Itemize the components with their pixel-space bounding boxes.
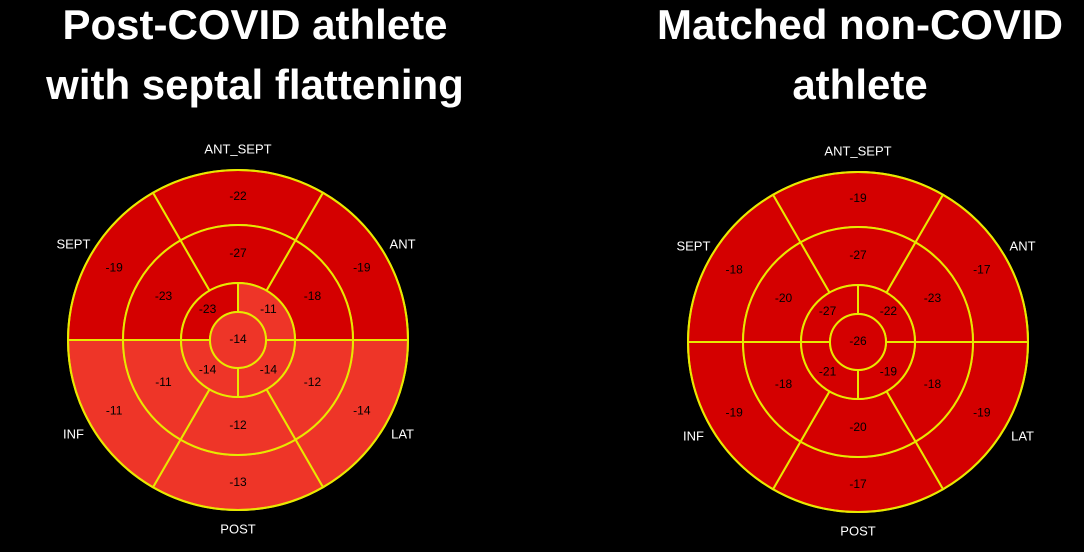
apex-segment [829, 313, 887, 371]
segment-value: -11 [260, 302, 277, 316]
segment-value: -22 [880, 304, 898, 318]
chart-title: with septal flattening [45, 61, 464, 108]
chart-title: Post-COVID athlete [62, 1, 447, 48]
segment-value: -21 [819, 365, 837, 379]
apex-value: -14 [229, 332, 247, 346]
wall-label: LAT [1011, 428, 1034, 443]
segment-value: -12 [229, 418, 247, 432]
wall-label: SEPT [56, 236, 90, 251]
segment-value: -18 [924, 377, 942, 391]
wall-label: SEPT [676, 238, 710, 253]
outer-ring [687, 171, 1029, 513]
segment-value: -18 [775, 377, 793, 391]
wall-label: INF [683, 428, 704, 443]
apex-value: -26 [849, 334, 867, 348]
outer-ring [67, 169, 409, 511]
wall-label: POST [840, 523, 875, 538]
wall-label: INF [63, 426, 84, 441]
segment-value: -22 [229, 189, 247, 203]
segment-value: -12 [304, 375, 322, 389]
wall-label: POST [220, 521, 255, 536]
chart-title: Matched non-COVID [657, 1, 1063, 48]
segment-value: -20 [775, 291, 793, 305]
segment-value: -27 [849, 248, 867, 262]
segment-value: -27 [819, 304, 837, 318]
wall-label: ANT [1010, 238, 1036, 253]
segment-value: -19 [880, 365, 898, 379]
segment-value: -11 [106, 404, 123, 418]
segment-value: -19 [353, 261, 371, 275]
segment-value: -13 [229, 475, 247, 489]
segment-value: -19 [105, 261, 123, 275]
segment-value: -14 [260, 363, 278, 377]
wall-label: ANT_SEPT [824, 143, 891, 158]
apex-segment [209, 311, 267, 369]
segment-value: -14 [199, 363, 217, 377]
segment-value: -27 [229, 246, 247, 260]
wall-label: ANT_SEPT [204, 141, 271, 156]
segment-value: -17 [849, 477, 867, 491]
segment-value: -23 [199, 302, 217, 316]
segment-value: -19 [725, 406, 743, 420]
segment-value: -23 [155, 289, 173, 303]
segment-value: -18 [725, 263, 743, 277]
segment-value: -14 [353, 404, 371, 418]
segment-value: -18 [304, 289, 322, 303]
segment-value: -20 [849, 420, 867, 434]
segment-value: -19 [849, 191, 867, 205]
wall-label: LAT [391, 426, 414, 441]
segment-value: -19 [973, 406, 991, 420]
segment-value: -17 [973, 263, 991, 277]
segment-value: -11 [155, 375, 172, 389]
chart-title: athlete [792, 61, 927, 108]
segment-value: -23 [924, 291, 942, 305]
wall-label: ANT [390, 236, 416, 251]
